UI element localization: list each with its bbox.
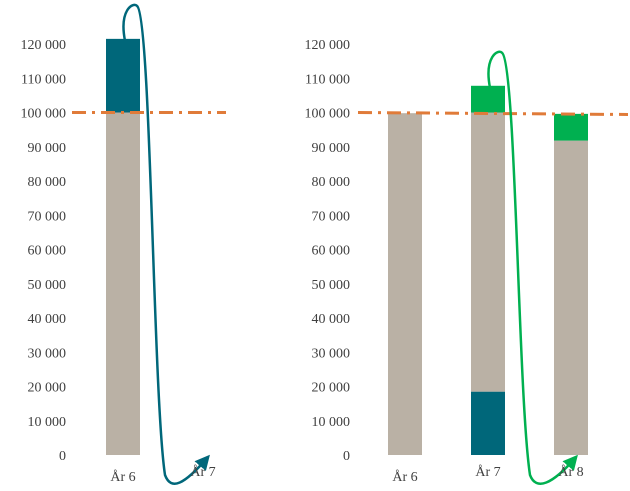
y-tick-label: 120 000	[21, 38, 67, 53]
category-label: År 7	[190, 464, 215, 480]
category-label: År 8	[558, 464, 583, 480]
chart-right: 0 10 000 20 000 30 000 40 000 50 000 60 000 70 …	[305, 38, 629, 485]
bar-segment	[471, 85, 505, 113]
y-tick-label: 90 000	[312, 141, 351, 156]
y-tick-label: 30 000	[28, 346, 67, 361]
y-tick-label: 80 000	[28, 175, 67, 190]
y-tick-label: 50 000	[28, 278, 67, 293]
y-tick-label: 30 000	[312, 346, 351, 361]
y-tick-label: 70 000	[28, 209, 67, 224]
y-tick-label: 60 000	[312, 244, 351, 259]
y-tick-label: 100 000	[305, 107, 351, 122]
y-tick-label: 20 000	[312, 381, 351, 396]
y-tick-label: 110 000	[305, 72, 350, 87]
y-tick-label: 10 000	[312, 415, 351, 430]
y-tick-label: 100 000	[21, 107, 67, 122]
y-tick-label: 50 000	[312, 278, 351, 293]
bar-segment	[554, 113, 588, 141]
y-tick-label: 40 000	[28, 312, 67, 327]
transfer-arrow	[122, 3, 210, 485]
y-tick-label: 40 000	[312, 312, 351, 327]
y-tick-label: 60 000	[28, 244, 67, 259]
y-tick-label: 0	[343, 449, 350, 464]
bar-segment	[471, 112, 505, 392]
y-tick-label: 10 000	[28, 415, 67, 430]
category-label: År 6	[392, 469, 417, 485]
y-tick-label: 0	[59, 449, 66, 464]
bar-segment	[388, 113, 422, 455]
y-tick-label: 90 000	[28, 141, 67, 156]
bar-segment	[106, 38, 140, 113]
bar-segment	[106, 112, 140, 455]
threshold-line	[357, 111, 629, 116]
y-tick-label: 70 000	[312, 209, 351, 224]
chart-left: 0 10 000 20 000 30 000 40 000 50 000 60 000 70 …	[21, 3, 226, 485]
y-tick-label: 110 000	[21, 72, 66, 87]
category-label: År 7	[475, 464, 500, 480]
y-tick-label: 80 000	[312, 175, 351, 190]
y-tick-label: 120 000	[305, 38, 351, 53]
bar-segment	[471, 391, 505, 455]
y-tick-label: 20 000	[28, 381, 67, 396]
category-label: År 6	[110, 469, 135, 485]
bar-segment	[554, 140, 588, 455]
transfer-arrow	[487, 50, 578, 485]
